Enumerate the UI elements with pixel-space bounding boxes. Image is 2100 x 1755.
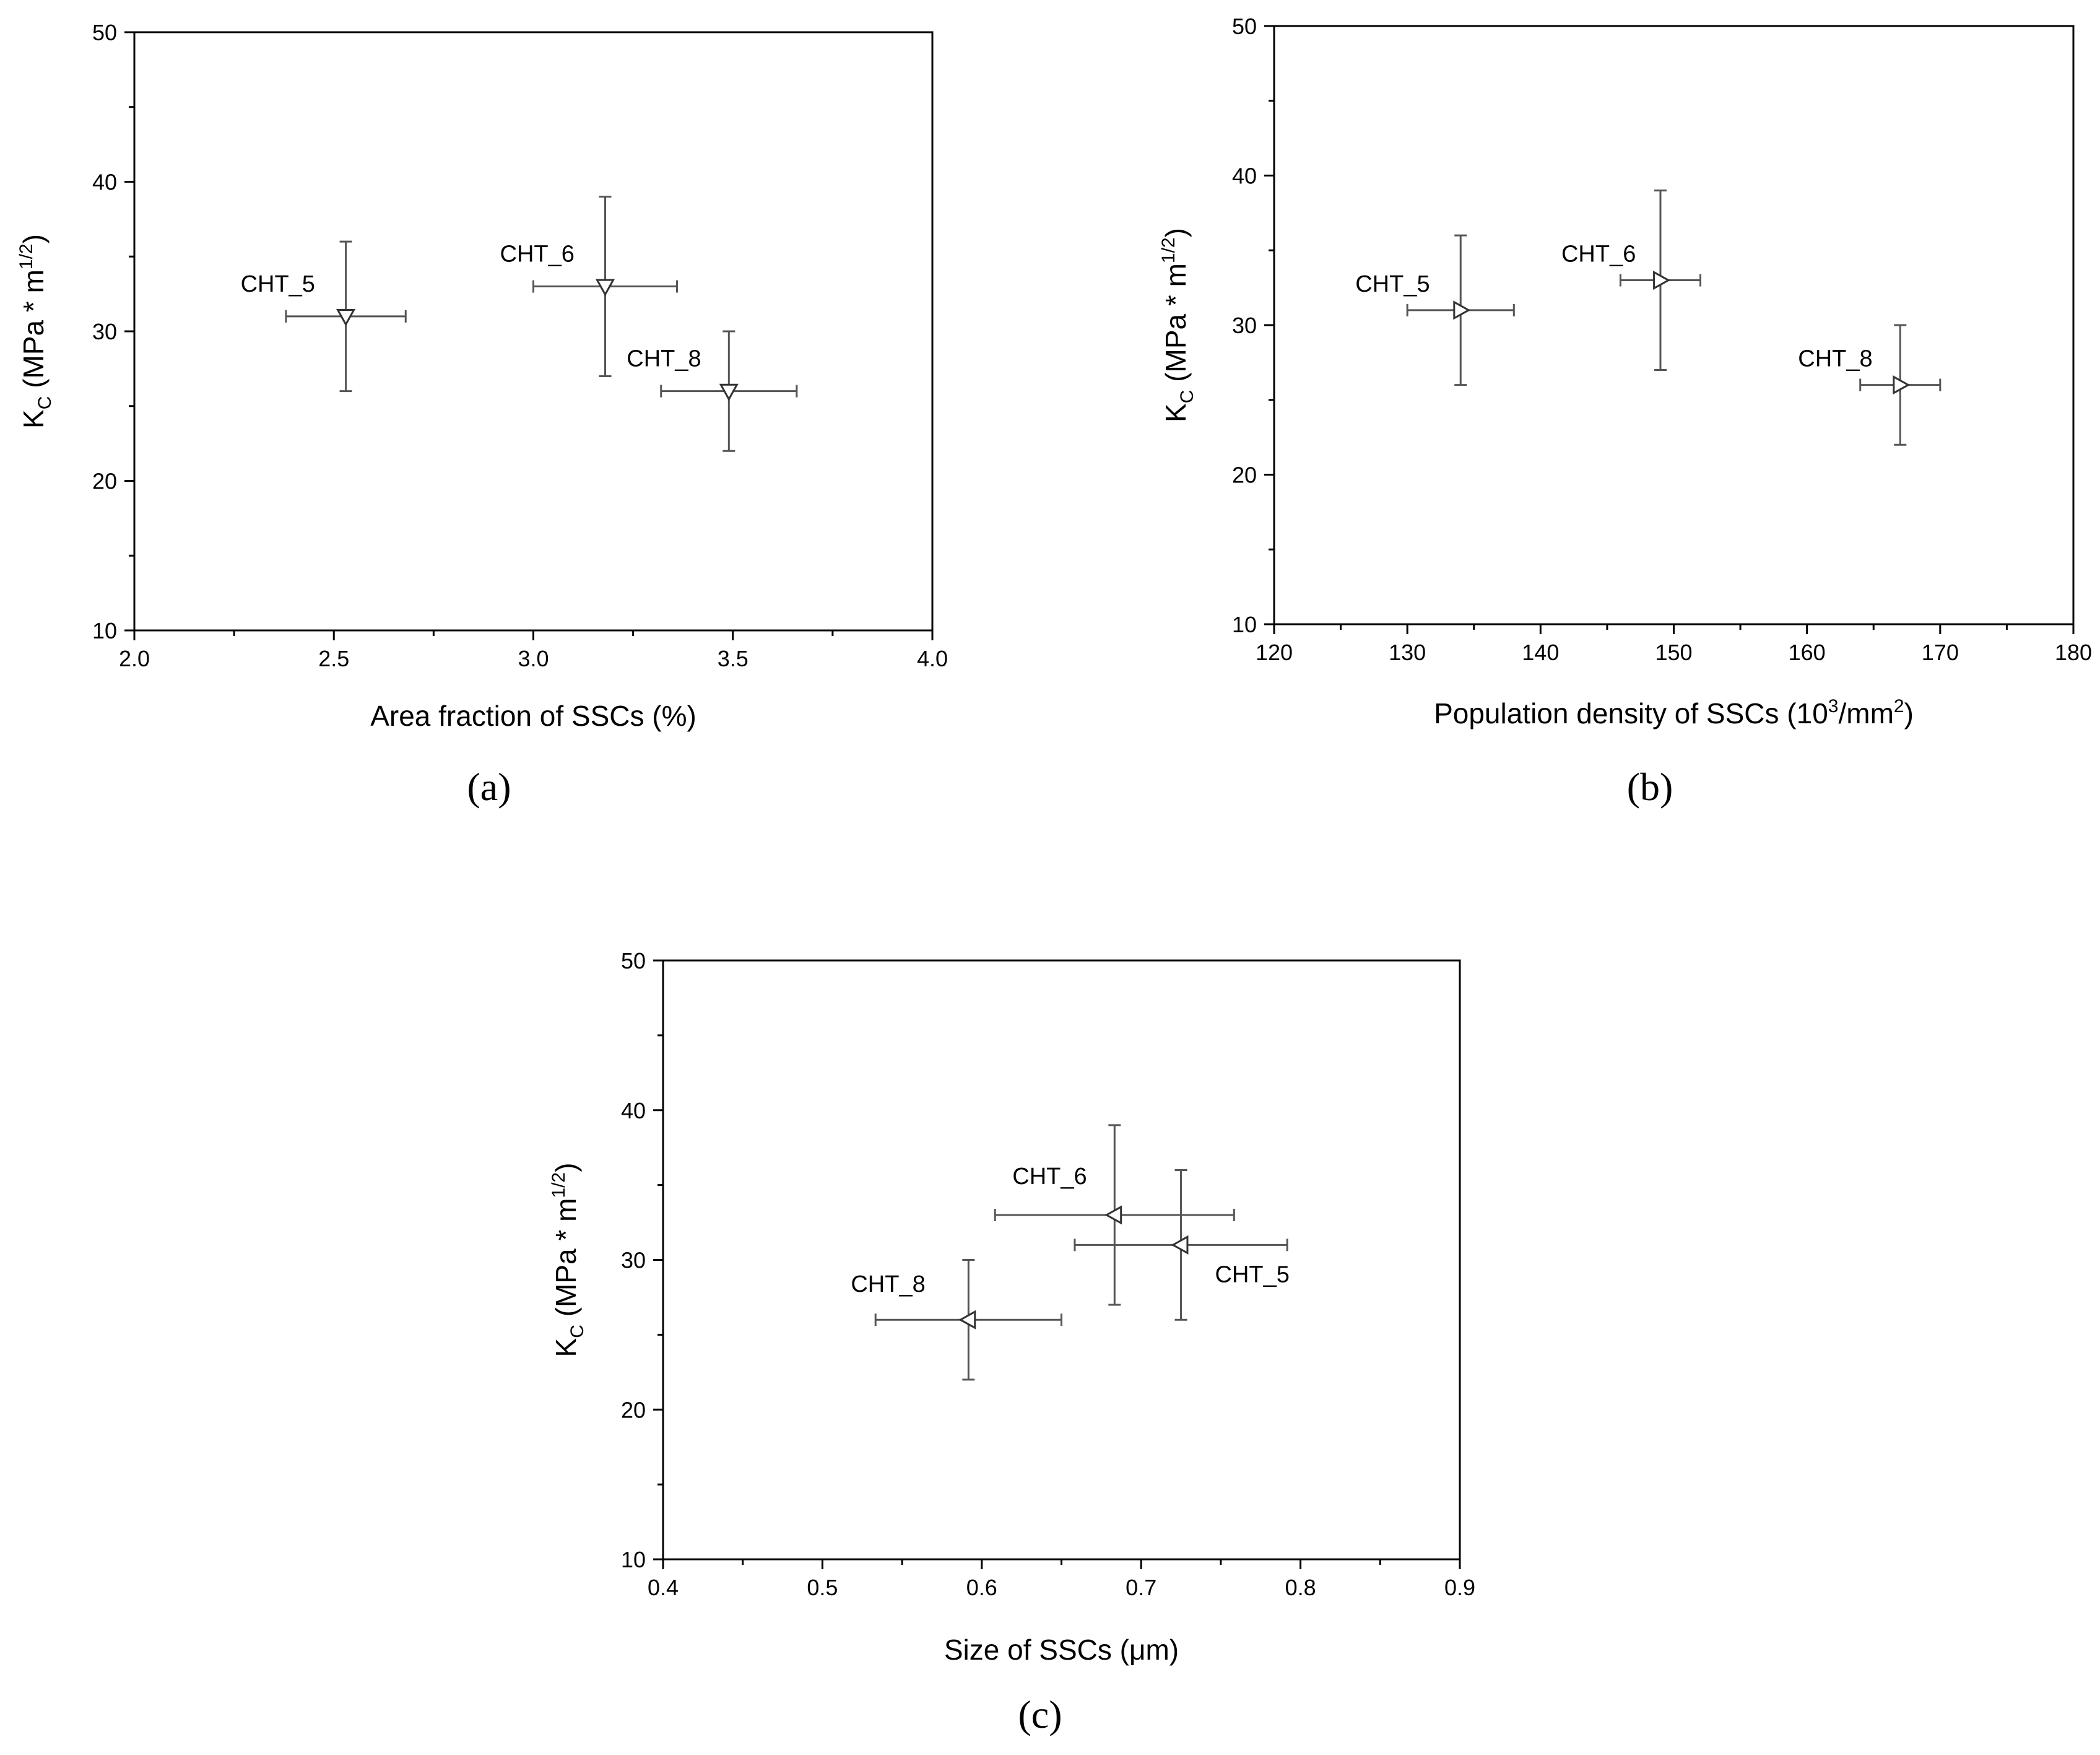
y-tick-label: 50 <box>621 948 646 973</box>
data-point: CHT_5 <box>241 240 407 393</box>
marker-triangle <box>595 279 615 297</box>
y-tick-label: 40 <box>621 1098 646 1123</box>
y-axis-title: KC (MPa * m1/2) <box>549 1163 588 1357</box>
y-tick-label: 10 <box>1232 612 1257 637</box>
point-label: CHT_5 <box>241 271 315 297</box>
marker-triangle <box>1653 271 1671 290</box>
panel-caption: (b) <box>1627 765 1673 809</box>
data-point: CHT_6 <box>994 1124 1235 1306</box>
x-tick-label: 0.6 <box>966 1575 997 1600</box>
x-tick-label: 0.9 <box>1444 1575 1475 1600</box>
point-label: CHT_6 <box>1561 242 1636 268</box>
data-point: CHT_8 <box>1798 324 1942 446</box>
marker-triangle <box>336 308 356 326</box>
x-tick-label: 120 <box>1256 640 1293 665</box>
y-tick-label: 20 <box>1232 463 1257 488</box>
point-label: CHT_6 <box>1012 1164 1087 1190</box>
chart-panel-1: 2.0 2.5 3.0 3.5 4.0 10 20 30 40 50 Area fraction o… <box>16 20 948 809</box>
y-tick-label: 10 <box>92 618 117 643</box>
y-tick-label: 30 <box>621 1248 646 1273</box>
x-tick-label: 150 <box>1655 640 1692 665</box>
x-tick-label: 0.7 <box>1126 1575 1156 1600</box>
x-tick-label: 180 <box>2055 640 2092 665</box>
y-tick-label: 10 <box>621 1547 646 1572</box>
x-tick-label: 0.5 <box>807 1575 838 1600</box>
y-axis-title: KC (MPa * m1/2) <box>16 234 55 429</box>
point-label: CHT_5 <box>1355 271 1430 297</box>
x-tick-label: 2.5 <box>318 646 349 671</box>
y-axis-title: KC (MPa * m1/2) <box>1158 228 1197 422</box>
panel-caption: (a) <box>467 765 511 809</box>
x-tick-label: 4.0 <box>917 646 948 671</box>
x-tick-label: 170 <box>1922 640 1959 665</box>
point-label: CHT_8 <box>627 346 701 372</box>
panel-caption: (c) <box>1018 1692 1062 1736</box>
y-tick-label: 30 <box>1232 313 1257 338</box>
x-tick-label: 140 <box>1522 640 1559 665</box>
marker-triangle <box>1453 300 1471 320</box>
chart-panel-3: 0.4 0.5 0.6 0.7 0.8 0.9 10 20 30 40 50 Size of SSCs… <box>549 948 1475 1736</box>
chart-panel-2: 120 130 140 150 160 170 180 10 20 30 40 50 Populatio… <box>1158 14 2092 809</box>
y-tick-label: 20 <box>621 1397 646 1422</box>
x-tick-label: 2.0 <box>119 646 150 671</box>
x-tick-label: 0.8 <box>1285 1575 1316 1600</box>
data-point: CHT_5 <box>1355 234 1515 386</box>
x-axis-title: Size of SSCs (μm) <box>944 1634 1179 1666</box>
marker-triangle <box>958 1310 976 1330</box>
data-point: CHT_6 <box>500 196 679 377</box>
x-tick-label: 160 <box>1789 640 1826 665</box>
point-label: CHT_8 <box>1798 346 1872 372</box>
data-point: CHT_8 <box>851 1259 1062 1381</box>
marker-triangle <box>1104 1205 1122 1225</box>
y-tick-label: 40 <box>92 170 117 195</box>
data-point: CHT_6 <box>1561 189 1702 371</box>
point-label: CHT_6 <box>500 242 575 268</box>
y-tick-label: 30 <box>92 319 117 344</box>
x-tick-label: 3.0 <box>518 646 549 671</box>
y-tick-label: 50 <box>92 20 117 45</box>
data-point: CHT_5 <box>1074 1169 1290 1321</box>
marker-triangle <box>1171 1235 1189 1255</box>
plot-frame <box>133 31 934 632</box>
plot-frame <box>662 959 1461 1561</box>
x-axis-title: Area fraction of SSCs (%) <box>370 700 696 732</box>
x-tick-label: 130 <box>1389 640 1426 665</box>
data-point: CHT_8 <box>627 330 798 452</box>
marker-triangle <box>1893 375 1911 395</box>
x-tick-label: 0.4 <box>648 1575 679 1600</box>
plot-frame <box>1273 25 2075 625</box>
x-tick-label: 3.5 <box>718 646 748 671</box>
point-label: CHT_8 <box>851 1271 925 1297</box>
y-tick-label: 40 <box>1232 163 1257 189</box>
y-tick-label: 50 <box>1232 14 1257 39</box>
point-label: CHT_5 <box>1215 1261 1290 1287</box>
y-tick-label: 20 <box>92 469 117 494</box>
x-axis-title: Population density of SSCs (103/mm2) <box>1434 696 1914 729</box>
marker-triangle <box>719 383 739 401</box>
